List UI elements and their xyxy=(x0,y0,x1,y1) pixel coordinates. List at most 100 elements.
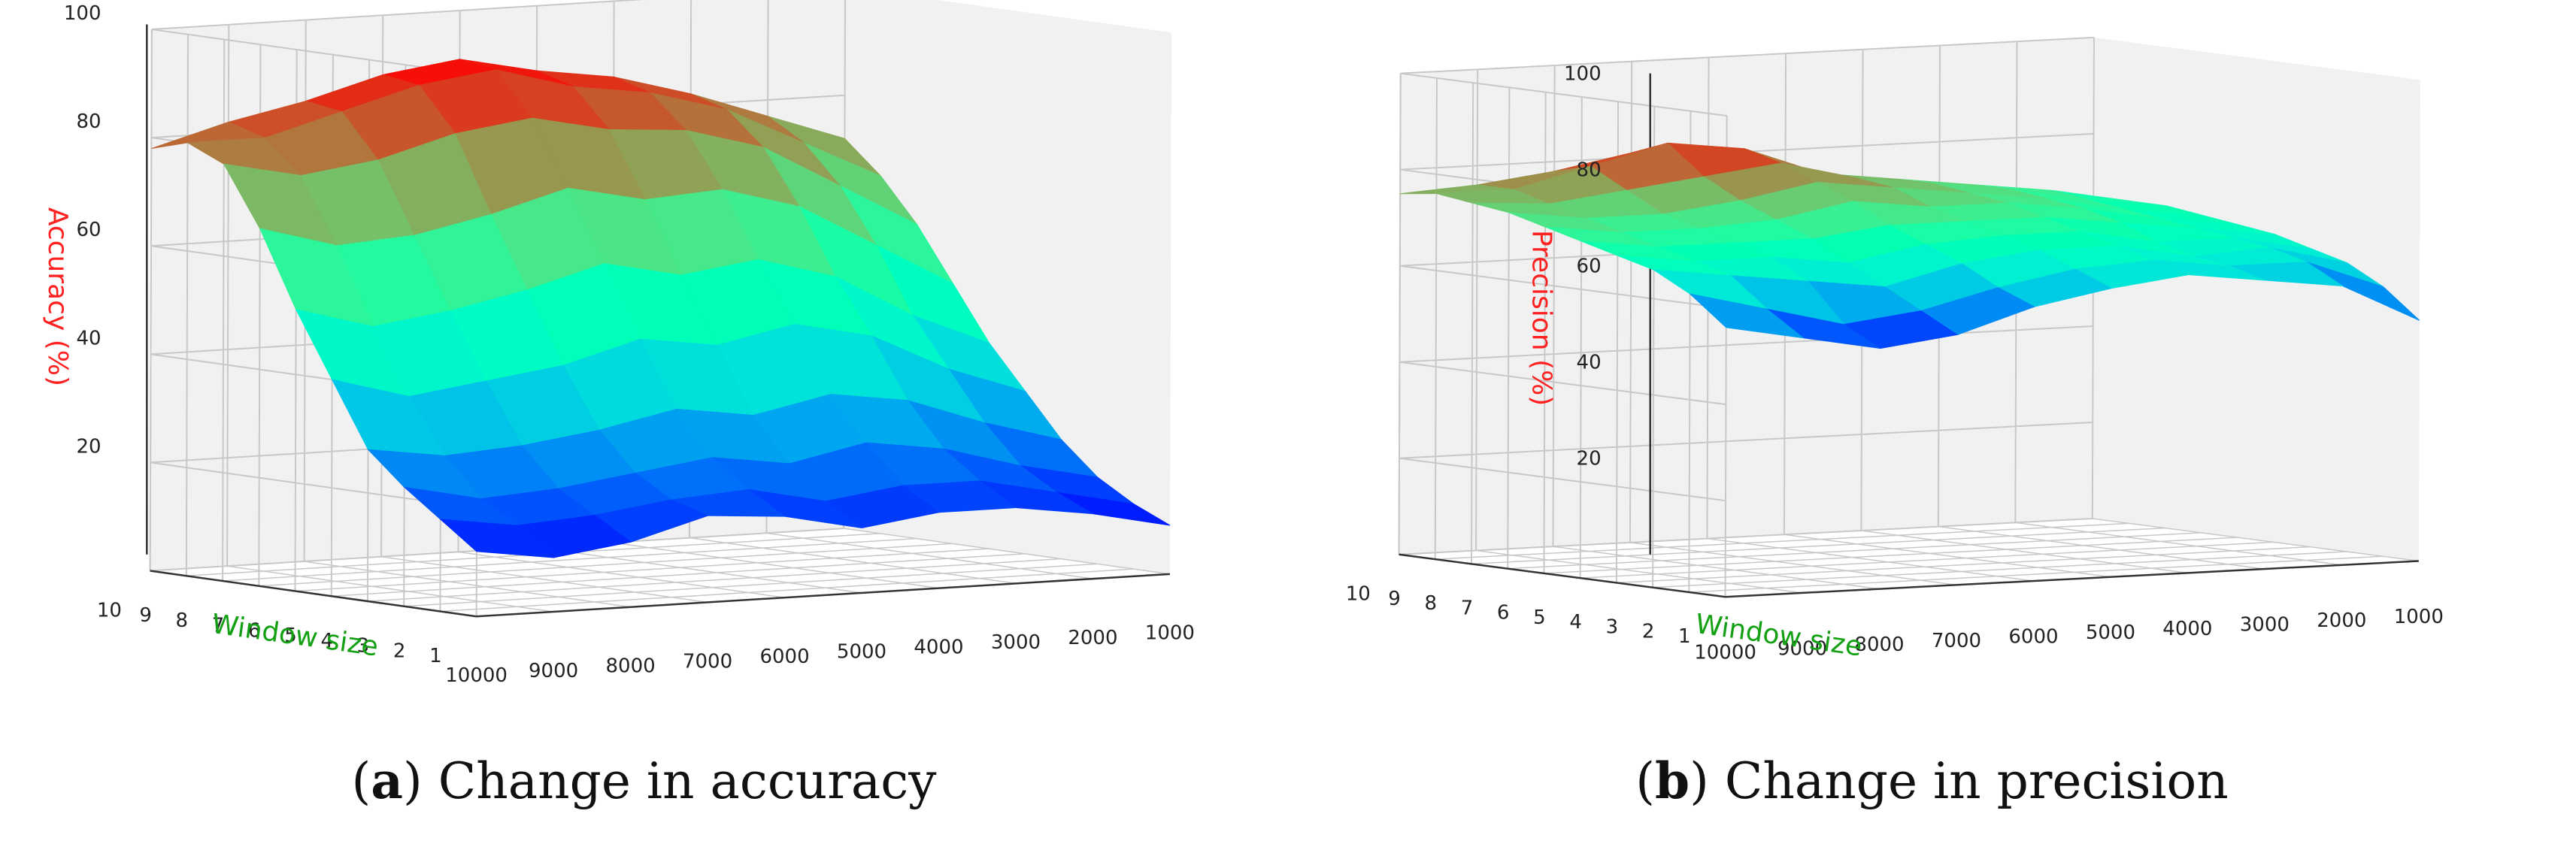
sample-tick-label: 3000 xyxy=(2240,614,2290,637)
floor-gridline xyxy=(1553,546,1880,590)
window-tick-label: 1 xyxy=(429,645,442,667)
gridline-window xyxy=(1434,77,1438,560)
sample-tick-label: 8000 xyxy=(605,655,655,678)
floor-gridline xyxy=(1707,537,2034,582)
floor-gridline xyxy=(404,563,1098,607)
sample-tick-label: 9000 xyxy=(1777,637,1827,660)
floor-gridline xyxy=(1544,537,2238,574)
floor-gridline xyxy=(766,532,1093,579)
floor-gridline xyxy=(295,548,989,592)
z-tick-label: 40 xyxy=(76,327,101,349)
floor-gridline xyxy=(1435,522,2129,560)
surface-patch xyxy=(1689,293,1805,339)
floor-gridline xyxy=(535,546,862,594)
back-pane-right xyxy=(2092,37,2420,561)
window-axis-line xyxy=(1399,553,1726,598)
gridline-window xyxy=(1398,73,1402,555)
sample-tick-label: 9000 xyxy=(529,660,578,682)
panel-precision: 20 40 60 80 100 10 9 8 7 6 5 4 3 2 1 10000 9000 8000 7000 6… xyxy=(1288,0,2576,856)
sample-tick-label: 1000 xyxy=(2394,606,2444,628)
floor-gridline xyxy=(843,528,1170,575)
window-tick-label: 7 xyxy=(212,615,225,637)
window-tick-label: 8 xyxy=(176,609,189,632)
floor-gridline xyxy=(259,543,953,587)
window-tick-label: 2 xyxy=(393,640,406,662)
floor-gridline xyxy=(1475,549,1803,594)
sample-tick-label: 4000 xyxy=(914,636,963,658)
gridline-sample xyxy=(226,24,230,567)
window-tick-label: 9 xyxy=(1388,588,1401,610)
floor-gridline xyxy=(1616,546,2311,584)
floor-gridline xyxy=(1938,525,2265,570)
window-tick-label: 10 xyxy=(1346,583,1371,606)
sample-tick-label: 5000 xyxy=(2086,622,2135,644)
z-tick-label: 20 xyxy=(76,435,101,458)
floor-gridline xyxy=(2092,518,2419,562)
window-tick-label: 3 xyxy=(1606,616,1619,638)
floor-gridline xyxy=(1784,534,2111,578)
sample-axis-line xyxy=(1725,560,2419,598)
floor-gridline xyxy=(1399,518,2093,555)
caption-a: (a) Change in accuracy xyxy=(351,752,937,810)
sample-tick-label: 1000 xyxy=(1145,622,1195,645)
floor-gridline xyxy=(1861,530,2188,574)
z-tick-label: 100 xyxy=(64,2,102,25)
floor-gridline xyxy=(1508,532,2202,570)
floor-gridline xyxy=(2015,522,2342,566)
floor-gridline xyxy=(367,558,1062,602)
floor-gridline xyxy=(1629,542,1957,586)
sample-tick-label: 4000 xyxy=(2162,618,2212,640)
gridline-window xyxy=(1507,87,1511,569)
gridline-window xyxy=(1471,83,1474,564)
floor-gridline xyxy=(223,537,917,582)
surface xyxy=(1400,142,2420,349)
caption-text: Change in precision xyxy=(1724,752,2229,810)
z-axis-label: Precision (%) xyxy=(1526,230,1557,406)
window-tick-label: 4 xyxy=(320,630,333,652)
window-tick-label: 6 xyxy=(1497,602,1510,625)
window-tick-label: 4 xyxy=(1569,611,1582,634)
floor-gridline xyxy=(440,568,1134,613)
floor-gridline xyxy=(458,551,785,598)
sample-tick-label: 6000 xyxy=(2008,625,2058,648)
window-tick-label: 5 xyxy=(1533,606,1546,629)
window-tick-label: 8 xyxy=(1424,592,1437,615)
panel-accuracy: 20 40 60 80 100 10 9 8 7 6 5 4 3 2 1 10000 9000 8000 7000 6… xyxy=(42,0,1195,810)
floor-gridline xyxy=(304,561,631,608)
z-tick-label: 80 xyxy=(1577,159,1602,181)
z-tick-label: 40 xyxy=(1577,351,1602,374)
sample-tick-label: 10000 xyxy=(1694,642,1756,664)
z-tick-label: 60 xyxy=(1577,255,1602,277)
z-tick-label: 60 xyxy=(76,219,101,241)
caption-letter: b xyxy=(1654,752,1690,810)
caption-letter: a xyxy=(371,752,404,810)
sample-tick-label: 3000 xyxy=(991,631,1041,654)
surface-patch xyxy=(439,519,555,558)
floor-gridline xyxy=(689,537,1017,585)
caption-text: Change in accuracy xyxy=(438,752,937,810)
floor-gridline xyxy=(1471,527,2165,565)
surface xyxy=(151,59,1171,558)
sample-tick-label: 6000 xyxy=(759,646,809,668)
sample-tick-label: 5000 xyxy=(837,641,886,664)
window-tick-label: 9 xyxy=(139,604,152,627)
gridline-sample xyxy=(1629,61,1633,543)
window-tick-label: 7 xyxy=(1461,597,1474,619)
sample-tick-label: 2000 xyxy=(2317,609,2366,632)
sample-tick-label: 7000 xyxy=(1932,630,1981,652)
floor-gridline xyxy=(331,553,1026,597)
window-tick-label: 5 xyxy=(284,625,297,647)
gridline-window xyxy=(149,29,153,571)
gridline-window xyxy=(1543,92,1547,573)
z-tick-label: 100 xyxy=(1564,62,1602,85)
floor-gridline xyxy=(227,565,554,613)
z-tick-label: 20 xyxy=(1577,447,1602,470)
window-tick-label: 1 xyxy=(1678,625,1691,648)
caption-b: (b) Change in precision xyxy=(1635,752,2229,810)
floor-gridline xyxy=(1653,551,2347,588)
window-tick-label: 10 xyxy=(97,599,122,622)
floor-gridline xyxy=(380,555,708,603)
